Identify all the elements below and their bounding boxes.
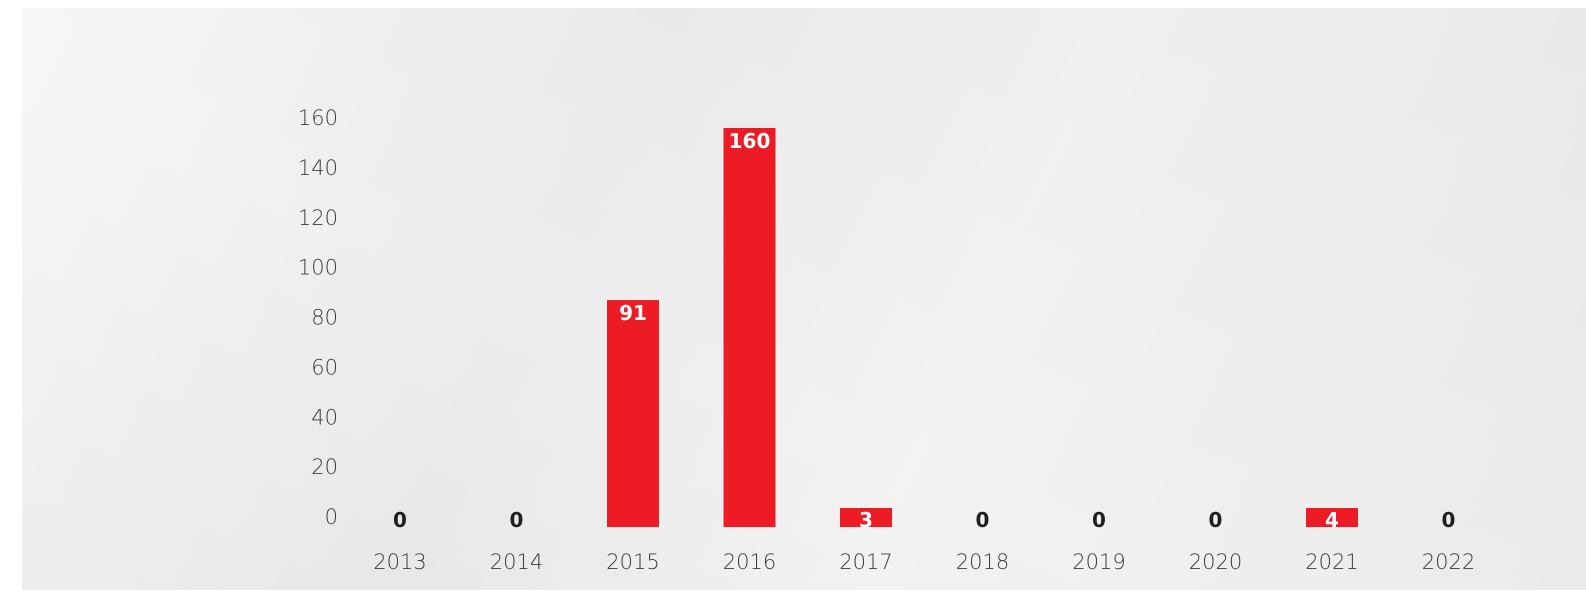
y-tick-label: 120 bbox=[298, 206, 338, 230]
bar-2017 bbox=[840, 508, 892, 527]
data-label-2013: 0 bbox=[393, 508, 407, 532]
y-tick-label: 140 bbox=[298, 156, 338, 180]
y-tick-label: 20 bbox=[311, 455, 338, 479]
data-label-2018: 0 bbox=[976, 508, 990, 532]
y-axis: 0 20 40 60 80 100 120 140 160 bbox=[298, 106, 338, 529]
y-tick-label: 60 bbox=[311, 355, 338, 379]
data-label-2014: 0 bbox=[510, 508, 524, 532]
bar-2016 bbox=[723, 128, 776, 527]
x-tick-label: 2018 bbox=[956, 550, 1009, 574]
data-label-2022: 0 bbox=[1442, 508, 1456, 532]
x-tick-label: 2015 bbox=[606, 550, 659, 574]
bars bbox=[607, 128, 1358, 527]
bar-2021 bbox=[1306, 508, 1358, 527]
data-labels: 0 0 91 160 3 0 0 0 4 0 bbox=[393, 129, 1455, 532]
data-label-2019: 0 bbox=[1092, 508, 1106, 532]
x-tick-label: 2020 bbox=[1189, 550, 1242, 574]
x-axis: 2013 2014 2015 2016 2017 2018 2019 2020 2021 2022 bbox=[373, 550, 1475, 574]
y-tick-label: 160 bbox=[298, 106, 338, 130]
x-tick-label: 2022 bbox=[1422, 550, 1475, 574]
data-label-2017: 3 bbox=[859, 508, 873, 532]
y-tick-label: 80 bbox=[311, 306, 338, 330]
y-tick-label: 40 bbox=[311, 405, 338, 429]
y-tick-label: 0 bbox=[325, 505, 338, 529]
x-tick-label: 2016 bbox=[723, 550, 776, 574]
x-tick-label: 2021 bbox=[1305, 550, 1358, 574]
data-label-2016: 160 bbox=[729, 129, 771, 153]
x-tick-label: 2014 bbox=[490, 550, 543, 574]
data-label-2015: 91 bbox=[619, 301, 647, 325]
y-tick-label: 100 bbox=[298, 256, 338, 280]
chart-background bbox=[22, 8, 1586, 590]
x-tick-label: 2017 bbox=[839, 550, 892, 574]
bar-2015 bbox=[607, 300, 659, 527]
x-tick-label: 2013 bbox=[373, 550, 426, 574]
data-label-2020: 0 bbox=[1209, 508, 1223, 532]
x-tick-label: 2019 bbox=[1072, 550, 1125, 574]
data-label-2021: 4 bbox=[1325, 508, 1339, 532]
